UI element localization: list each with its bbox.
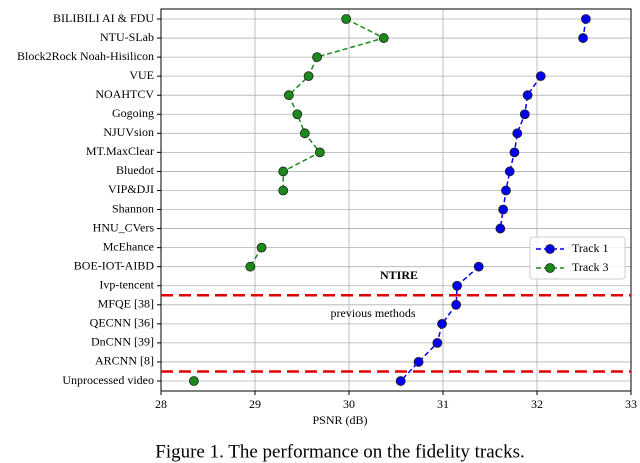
point <box>512 128 523 139</box>
y-tick-label: MT.MaxClear <box>86 144 154 158</box>
y-tick-label: NJUVsion <box>103 125 154 139</box>
x-tick-label: 29 <box>249 397 261 411</box>
point <box>437 318 447 329</box>
point <box>188 376 199 386</box>
point <box>580 14 591 24</box>
point <box>522 90 533 101</box>
point <box>501 185 511 196</box>
point <box>535 71 546 82</box>
legend-marker <box>545 244 555 254</box>
point <box>245 261 256 272</box>
point <box>504 166 515 177</box>
series-line <box>400 18 587 382</box>
point <box>283 90 294 101</box>
point <box>473 261 484 272</box>
y-tick-label: HNU_CVers <box>93 220 155 234</box>
point <box>299 128 310 139</box>
point <box>292 109 303 120</box>
series-line <box>194 19 384 381</box>
caption: Figure 1. The performance on the fidelit… <box>155 441 525 462</box>
y-tick-label: McEhance <box>103 239 154 253</box>
y-tick-label: ARCNN [8] <box>95 354 154 368</box>
x-tick-label: 32 <box>531 397 543 411</box>
point <box>312 52 322 63</box>
point <box>432 337 443 348</box>
point <box>451 299 462 310</box>
x-tick-label: 33 <box>625 397 637 411</box>
y-tick-label: Shannon <box>112 201 154 215</box>
plot-frame <box>160 8 632 392</box>
y-tick-label: Gogoing <box>112 106 154 120</box>
point <box>256 242 267 253</box>
point <box>509 147 520 158</box>
y-tick-label: NTU-SLab <box>100 30 154 44</box>
y-tick-label: Ivp-tencent <box>99 277 154 291</box>
annotation: NTIRE <box>380 268 418 282</box>
x-tick-label: 30 <box>343 397 355 411</box>
point <box>278 166 289 177</box>
annotation: previous methods <box>331 306 416 320</box>
point <box>578 33 588 43</box>
y-tick-label: BOE-IOT-AIBD <box>74 258 155 272</box>
x-tick-label: 31 <box>437 397 449 411</box>
point <box>519 109 530 120</box>
y-tick-label: QECNN [36] <box>90 316 154 330</box>
point <box>495 223 506 234</box>
y-tick-label: DnCNN [39] <box>91 335 154 349</box>
point <box>303 71 314 82</box>
y-tick-label: BILIBILI AI & FDU <box>53 11 154 25</box>
legend-label: Track 1 <box>572 241 609 255</box>
y-tick-label: NOAHTCV <box>95 87 154 101</box>
y-tick-label: Block2Rock Noah-Hisilicon <box>17 49 154 63</box>
legend-marker <box>545 263 555 273</box>
x-axis-label: PSNR (dB) <box>312 413 367 427</box>
point <box>314 147 325 158</box>
x-tick-label: 28 <box>155 397 167 411</box>
y-tick-label: Bluedot <box>116 163 155 177</box>
point <box>452 280 463 291</box>
point <box>378 33 389 43</box>
y-tick-label: MFQE [38] <box>98 297 154 311</box>
point <box>395 376 406 386</box>
y-tick-label: Unprocessed video <box>62 373 154 387</box>
point <box>413 357 424 367</box>
point <box>341 14 352 24</box>
point <box>278 185 289 196</box>
point <box>498 204 509 215</box>
y-tick-label: VUE <box>129 68 154 82</box>
legend-label: Track 3 <box>572 260 609 274</box>
y-tick-label: VIP&DJI <box>108 182 154 196</box>
